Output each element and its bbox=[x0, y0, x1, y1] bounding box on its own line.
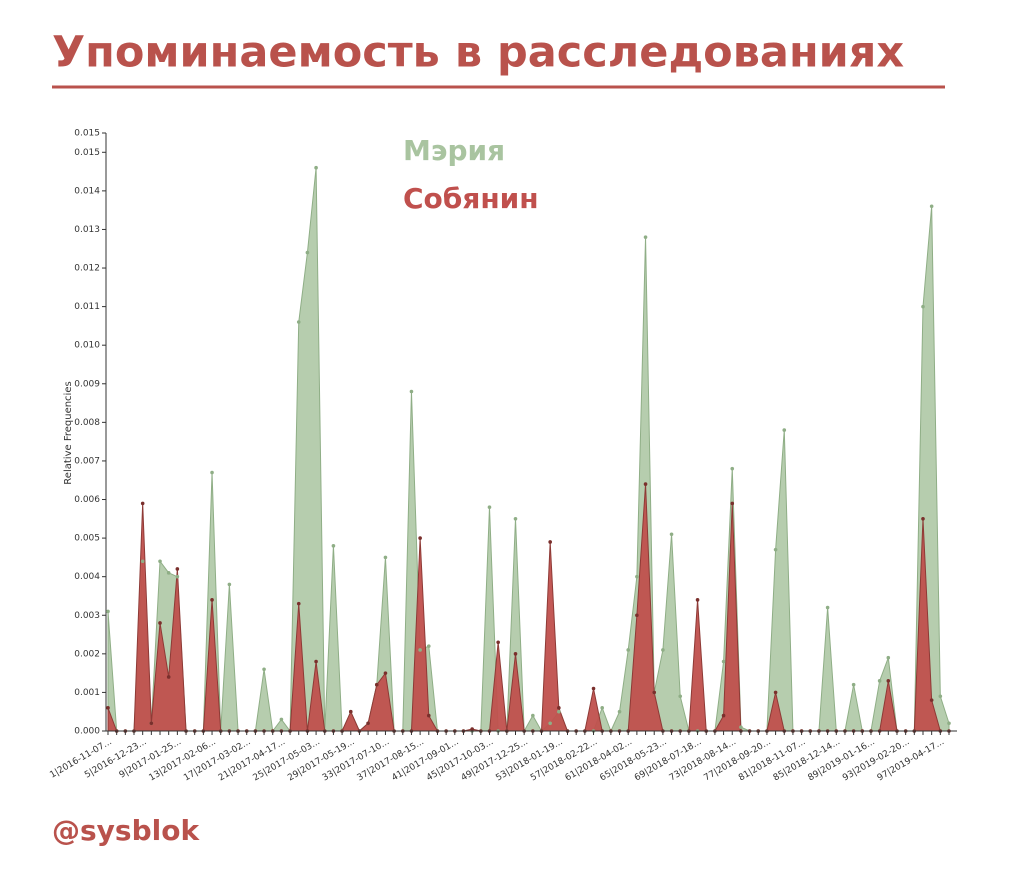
point bbox=[296, 320, 301, 324]
y-tick-label: 0.009 bbox=[74, 379, 100, 389]
point bbox=[210, 470, 214, 475]
y-tick-label: 0.015 bbox=[74, 129, 100, 139]
point bbox=[426, 644, 431, 648]
point bbox=[825, 605, 830, 610]
point bbox=[669, 532, 674, 537]
point bbox=[635, 574, 639, 579]
point bbox=[496, 640, 500, 645]
y-tick-label: 0.007 bbox=[74, 456, 100, 466]
point bbox=[166, 675, 171, 679]
point bbox=[331, 544, 336, 548]
y-tick-label: 0.008 bbox=[74, 418, 100, 428]
point bbox=[366, 721, 370, 726]
point bbox=[947, 721, 951, 726]
point bbox=[617, 709, 622, 714]
point bbox=[140, 559, 145, 564]
point bbox=[886, 655, 891, 660]
point bbox=[678, 694, 683, 699]
y-tick-label: 0.006 bbox=[74, 495, 100, 505]
point bbox=[591, 686, 596, 691]
point bbox=[513, 517, 518, 521]
point bbox=[782, 428, 787, 432]
y-axis-label: Relative Frequencies bbox=[63, 381, 74, 484]
x-tick-label: 97|2019-04-17... bbox=[876, 737, 946, 783]
point bbox=[626, 648, 631, 652]
point bbox=[531, 713, 535, 718]
point bbox=[557, 706, 561, 710]
point bbox=[739, 725, 743, 729]
point bbox=[149, 721, 154, 726]
point bbox=[695, 598, 700, 602]
point bbox=[175, 567, 180, 571]
point bbox=[652, 690, 657, 695]
point bbox=[721, 713, 726, 718]
y-tick-label: 0.011 bbox=[74, 302, 100, 312]
point bbox=[938, 694, 943, 699]
point bbox=[643, 235, 648, 239]
point bbox=[140, 501, 145, 506]
point bbox=[418, 536, 422, 540]
point bbox=[730, 466, 735, 471]
point bbox=[296, 601, 301, 606]
point bbox=[314, 165, 318, 170]
y-tick-label: 0.002 bbox=[74, 649, 100, 659]
point bbox=[409, 389, 414, 394]
point bbox=[106, 609, 110, 614]
y-tick-label: 0.000 bbox=[74, 727, 100, 737]
point bbox=[418, 648, 422, 652]
point bbox=[886, 679, 891, 683]
point bbox=[383, 671, 388, 675]
point bbox=[921, 517, 925, 521]
y-tick-label: 0.001 bbox=[74, 688, 100, 698]
point bbox=[175, 574, 180, 579]
point bbox=[721, 659, 726, 664]
point bbox=[730, 501, 735, 506]
point bbox=[374, 682, 379, 687]
point bbox=[487, 505, 492, 510]
y-tick-label: 0.015 bbox=[74, 148, 100, 158]
point bbox=[383, 555, 388, 560]
point bbox=[348, 709, 353, 714]
point bbox=[643, 482, 648, 486]
y-tick-label: 0.003 bbox=[74, 611, 100, 621]
point bbox=[929, 698, 934, 702]
area bbox=[107, 167, 950, 733]
point bbox=[314, 659, 318, 664]
point bbox=[279, 717, 284, 722]
y-tick-label: 0.013 bbox=[74, 225, 100, 235]
point bbox=[921, 304, 925, 309]
chart-title: Упоминаемость в расследованиях bbox=[52, 28, 904, 78]
y-tick-label: 0.005 bbox=[74, 534, 100, 544]
point bbox=[158, 621, 162, 625]
y-tick-label: 0.012 bbox=[74, 264, 100, 274]
point bbox=[635, 613, 639, 618]
point bbox=[877, 679, 882, 683]
point bbox=[661, 648, 665, 652]
point bbox=[426, 713, 431, 718]
point bbox=[166, 571, 171, 575]
point bbox=[929, 204, 934, 209]
point bbox=[773, 547, 778, 552]
y-tick-label: 0.010 bbox=[74, 341, 100, 351]
y-tick-label: 0.004 bbox=[74, 572, 100, 582]
point bbox=[305, 250, 310, 255]
point bbox=[548, 540, 552, 544]
y-tick-label: 0.014 bbox=[74, 186, 100, 196]
footer: @sysblok bbox=[52, 814, 200, 847]
legend-label: Собянин bbox=[403, 182, 539, 215]
point bbox=[851, 682, 856, 687]
point bbox=[600, 706, 604, 710]
point bbox=[227, 582, 232, 587]
point bbox=[513, 652, 518, 656]
point bbox=[773, 690, 778, 695]
point bbox=[557, 709, 561, 714]
legend-label: Мэрия bbox=[403, 134, 505, 167]
point bbox=[470, 727, 474, 731]
point bbox=[158, 559, 162, 564]
point bbox=[262, 667, 266, 672]
point bbox=[106, 706, 110, 710]
point bbox=[548, 721, 552, 726]
point bbox=[210, 598, 214, 602]
